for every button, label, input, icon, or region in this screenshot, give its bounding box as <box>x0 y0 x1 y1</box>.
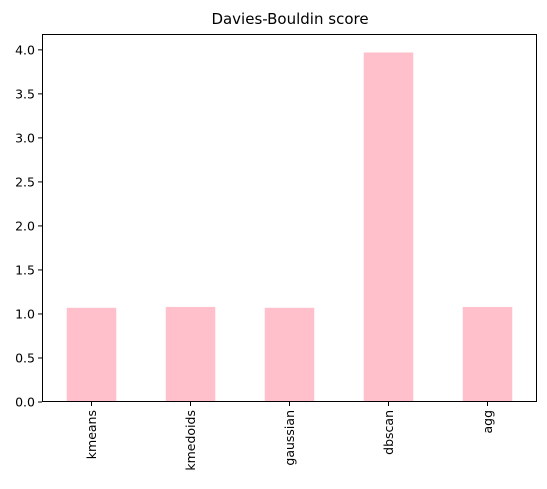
x-tick-label-dbscan: dbscan <box>381 410 396 455</box>
y-tick-label: 3.5 <box>15 86 35 101</box>
y-tick-label: 2.0 <box>15 218 35 233</box>
y-tick-label: 3.0 <box>15 130 35 145</box>
bar-agg <box>463 307 513 402</box>
bar-kmedoids <box>166 307 216 402</box>
y-tick-label: 1.5 <box>15 262 35 277</box>
x-tick-label-kmedoids: kmedoids <box>183 410 198 471</box>
chart-title: Davies-Bouldin score <box>211 10 368 28</box>
x-tick-label-kmeans: kmeans <box>84 410 99 459</box>
bar-kmeans <box>67 308 117 402</box>
y-tick-label: 1.0 <box>15 306 35 321</box>
y-tick-label: 0.0 <box>15 395 35 410</box>
bars-group <box>67 52 513 402</box>
y-tick-label: 4.0 <box>15 42 35 57</box>
x-axis: kmeans kmedoids gaussian dbscan agg <box>84 402 495 471</box>
y-axis: 0.0 0.5 1.0 1.5 2.0 2.5 3.0 3.5 4.0 <box>15 42 42 409</box>
y-tick-label: 2.5 <box>15 174 35 189</box>
bar-gaussian <box>265 308 315 402</box>
x-tick-label-gaussian: gaussian <box>282 410 297 466</box>
x-tick-label-agg: agg <box>480 410 495 434</box>
y-tick-label: 0.5 <box>15 350 35 365</box>
bar-dbscan <box>364 52 414 402</box>
